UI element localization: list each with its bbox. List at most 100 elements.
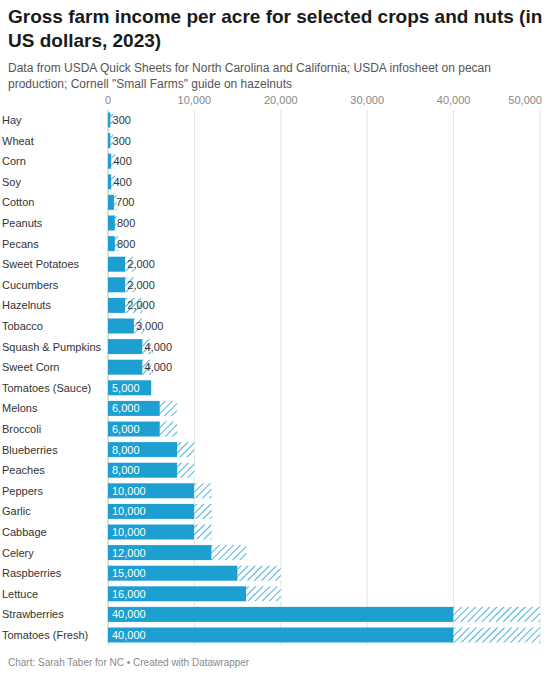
tick-label: 20,000 bbox=[264, 94, 298, 106]
bar-hatched bbox=[177, 442, 194, 457]
category-label: Garlic bbox=[2, 505, 31, 517]
bar bbox=[108, 380, 151, 395]
bar-hatched bbox=[454, 628, 540, 643]
data-label: 700 bbox=[116, 196, 134, 208]
bar-hatched bbox=[194, 525, 211, 540]
category-label: Lettuce bbox=[2, 588, 38, 600]
title: Gross farm income per acre for selected … bbox=[8, 5, 544, 53]
bar bbox=[108, 195, 114, 210]
bar bbox=[108, 628, 454, 643]
bar bbox=[108, 174, 111, 189]
chart: 0 10,000 20,000 30,000 40,000 50,000 Hay Wheat C… bbox=[0, 0, 550, 681]
bar bbox=[108, 504, 194, 519]
bar bbox=[108, 154, 111, 169]
bar bbox=[108, 339, 143, 354]
category-label: Hay bbox=[2, 114, 22, 126]
category-label: Peanuts bbox=[2, 217, 43, 229]
data-label: 10,000 bbox=[112, 526, 146, 538]
bar bbox=[108, 360, 143, 375]
category-label: Melons bbox=[2, 402, 38, 414]
bar bbox=[108, 298, 125, 313]
data-label: 8,000 bbox=[112, 444, 140, 456]
bar bbox=[108, 463, 177, 478]
category-label: Sweet Corn bbox=[2, 361, 59, 373]
category-label: Celery bbox=[2, 547, 34, 559]
footer: Chart: Sarah Taber for NC • Created with… bbox=[8, 657, 249, 668]
data-labels: 3003004004007008008002,0002,0002,0003,00… bbox=[112, 114, 172, 641]
category-label: Squash & Pumpkins bbox=[2, 341, 102, 353]
data-label: 300 bbox=[113, 114, 131, 126]
bar bbox=[108, 113, 111, 128]
data-label: 300 bbox=[113, 135, 131, 147]
data-label: 2,000 bbox=[127, 299, 155, 311]
data-label: 400 bbox=[113, 155, 131, 167]
bar-hatched bbox=[160, 422, 177, 437]
category-label: Cucumbers bbox=[2, 279, 59, 291]
tick-label: 10,000 bbox=[178, 94, 212, 106]
data-label: 3,000 bbox=[136, 320, 164, 332]
data-label: 16,000 bbox=[112, 588, 146, 600]
bar-hatched bbox=[177, 463, 194, 478]
bar-hatched bbox=[238, 566, 281, 581]
category-label: Tobacco bbox=[2, 320, 43, 332]
tick-label: 50,000 bbox=[508, 94, 542, 106]
data-label: 6,000 bbox=[112, 402, 140, 414]
category-label: Blueberries bbox=[2, 444, 58, 456]
bar-hatched bbox=[454, 607, 540, 622]
grid-line bbox=[453, 110, 454, 645]
bar-hatched bbox=[151, 380, 152, 395]
data-label: 10,000 bbox=[112, 485, 146, 497]
bar-hatched bbox=[160, 401, 177, 416]
bar bbox=[108, 545, 212, 560]
category-label: Wheat bbox=[2, 135, 34, 147]
bar bbox=[108, 422, 160, 437]
data-label: 2,000 bbox=[127, 258, 155, 270]
category-label: Raspberries bbox=[2, 567, 62, 579]
bar-hatched bbox=[194, 483, 211, 498]
category-label: Tomatoes (Fresh) bbox=[2, 629, 88, 641]
category-label: Tomatoes (Sauce) bbox=[2, 382, 91, 394]
data-label: 5,000 bbox=[112, 382, 140, 394]
bar bbox=[108, 401, 160, 416]
grid-line bbox=[108, 110, 109, 645]
bar-hatched bbox=[194, 504, 211, 519]
data-label: 2,000 bbox=[127, 279, 155, 291]
subtitle: Data from USDA Quick Sheets for North Ca… bbox=[8, 60, 528, 92]
bar bbox=[108, 586, 246, 601]
data-label: 8,000 bbox=[112, 464, 140, 476]
bar-hatched bbox=[212, 545, 247, 560]
bar bbox=[108, 566, 238, 581]
bar bbox=[108, 277, 125, 292]
data-label: 4,000 bbox=[145, 361, 173, 373]
bar bbox=[108, 607, 454, 622]
bars bbox=[108, 113, 540, 643]
grid-line bbox=[540, 110, 541, 645]
tick-label: 40,000 bbox=[437, 94, 471, 106]
bar bbox=[108, 257, 125, 272]
bar bbox=[108, 216, 115, 231]
category-label: Corn bbox=[2, 155, 26, 167]
category-label: Pecans bbox=[2, 238, 39, 250]
category-label: Cabbage bbox=[2, 526, 47, 538]
category-label: Strawberries bbox=[2, 608, 64, 620]
data-label: 800 bbox=[117, 238, 135, 250]
data-label: 12,000 bbox=[112, 547, 146, 559]
data-label: 10,000 bbox=[112, 505, 146, 517]
bar bbox=[108, 236, 115, 251]
category-label: Broccoli bbox=[2, 423, 41, 435]
tick-label: 30,000 bbox=[350, 94, 384, 106]
bar bbox=[108, 442, 177, 457]
bar-hatched bbox=[246, 586, 281, 601]
grid-line bbox=[280, 110, 281, 645]
data-label: 4,000 bbox=[145, 341, 173, 353]
bar bbox=[108, 319, 134, 334]
category-label: Cotton bbox=[2, 196, 34, 208]
tick-label: 0 bbox=[105, 94, 111, 106]
category-label: Peaches bbox=[2, 464, 45, 476]
category-label: Peppers bbox=[2, 485, 43, 497]
category-label: Soy bbox=[2, 176, 21, 188]
data-label: 40,000 bbox=[112, 629, 146, 641]
data-label: 400 bbox=[113, 176, 131, 188]
data-label: 6,000 bbox=[112, 423, 140, 435]
category-label: Hazelnuts bbox=[2, 299, 51, 311]
